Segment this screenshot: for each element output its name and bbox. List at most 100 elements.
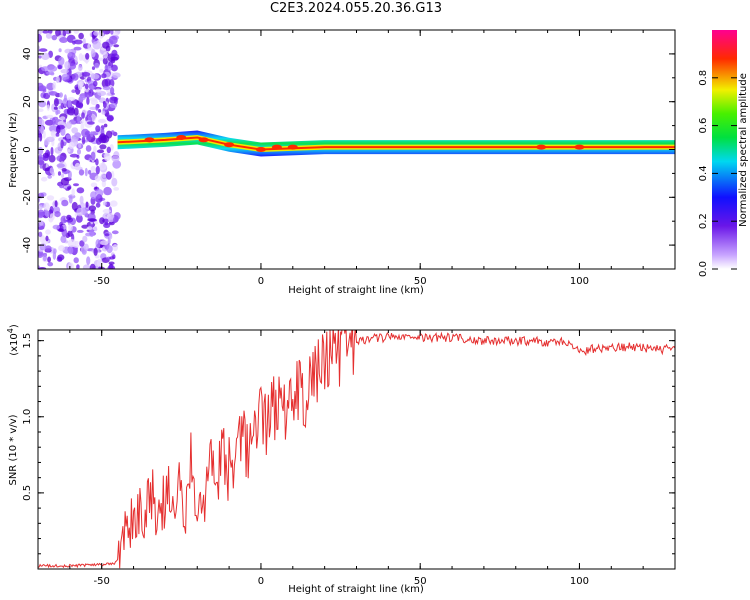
noise-mark	[95, 104, 99, 111]
noise-mark	[101, 73, 107, 79]
signal-peak	[255, 147, 266, 152]
noise-mark	[109, 234, 113, 240]
noise-mark	[74, 132, 82, 139]
noise-mark	[74, 55, 78, 64]
noise-mark	[56, 163, 65, 168]
noise-mark	[66, 107, 76, 116]
noise-mark	[108, 221, 115, 226]
spectrogram-panel: -50 0 50 100 -40 -20 0 20 40 Height of straight …	[8, 29, 676, 296]
x-tick-label: 0	[258, 576, 264, 587]
noise-mark	[71, 127, 79, 134]
x-tick-label: 100	[570, 576, 589, 587]
noise-mark	[81, 136, 86, 145]
noise-mark	[71, 188, 75, 196]
noise-mark	[113, 44, 120, 48]
noise-mark	[56, 109, 61, 115]
noise-mark	[67, 239, 77, 248]
noise-mark	[73, 107, 79, 116]
noise-mark	[90, 131, 94, 138]
noise-mark	[86, 226, 93, 231]
noise-mark	[86, 97, 90, 105]
noise-mark	[112, 159, 122, 169]
noise-mark	[73, 257, 79, 264]
noise-mark	[38, 231, 43, 237]
noise-mark	[67, 99, 72, 108]
noise-mark	[94, 221, 98, 225]
noise-mark	[52, 224, 60, 230]
noise-mark	[42, 30, 49, 34]
noise-mark	[111, 49, 118, 57]
noise-mark	[109, 200, 118, 207]
noise-mark	[110, 87, 115, 95]
noise-mark	[60, 139, 64, 149]
noise-mark	[38, 196, 41, 203]
noise-mark	[103, 102, 107, 109]
noise-mark	[46, 195, 55, 201]
noise-mark	[38, 204, 43, 210]
noise-mark	[85, 134, 92, 141]
noise-mark	[54, 200, 58, 208]
noise-mark	[101, 180, 107, 188]
colorbar-tick-label: 0.8	[698, 70, 709, 86]
noise-mark	[104, 64, 109, 71]
noise-mark	[54, 211, 61, 218]
noise-mark	[51, 171, 55, 177]
noise-mark	[89, 263, 96, 269]
noise-mark	[39, 243, 47, 251]
noise-mark	[58, 228, 64, 232]
y-tick-label: 1.0	[22, 409, 33, 425]
noise-mark	[38, 118, 45, 128]
noise-mark	[101, 110, 106, 115]
noise-mark	[107, 65, 112, 71]
noise-mark	[61, 168, 67, 172]
noise-mark	[103, 152, 111, 162]
noise-mark	[77, 81, 83, 91]
noise-mark	[79, 240, 85, 247]
y-tick-label: 0.5	[22, 485, 33, 501]
noise-mark	[95, 202, 101, 208]
noise-mark	[98, 162, 107, 171]
noise-mark	[90, 151, 96, 161]
noise-mark	[103, 222, 111, 228]
noise-mark	[43, 202, 50, 211]
signal-band	[117, 130, 675, 157]
noise-mark	[42, 254, 47, 262]
noise-mark	[84, 130, 91, 136]
noise-mark	[93, 80, 98, 87]
noise-mark	[87, 121, 95, 125]
noise-mark	[108, 35, 118, 45]
noise-mark	[91, 66, 96, 70]
noise-mark	[85, 201, 89, 208]
noise-mark	[94, 175, 101, 182]
noise-mark	[39, 163, 43, 169]
noise-mark	[95, 125, 101, 133]
noise-mark	[65, 30, 72, 35]
noise-mark	[96, 149, 105, 154]
noise-mark	[60, 177, 70, 186]
noise-mark	[67, 52, 73, 57]
noise-mark	[102, 57, 108, 65]
noise-mark	[82, 264, 91, 269]
y-tick-label: 0	[22, 146, 33, 152]
noise-mark	[38, 209, 45, 218]
signal-peak	[176, 135, 187, 140]
noise-mark	[113, 217, 116, 224]
noise-mark	[95, 239, 101, 248]
noise-mark	[55, 76, 60, 83]
noise-mark	[44, 245, 52, 252]
snr-y-axis-label: SNR (10 * v/v)	[8, 414, 19, 485]
y-tick-label: -20	[22, 189, 33, 205]
noise-mark	[78, 64, 83, 71]
noise-mark	[111, 72, 121, 78]
noise-mark	[61, 73, 70, 80]
noise-mark	[82, 235, 88, 243]
noise-mark	[50, 146, 54, 156]
noise-mark	[111, 230, 119, 235]
noise-mark	[99, 68, 104, 73]
noise-mark	[68, 195, 73, 204]
noise-mark	[45, 167, 50, 171]
noise-mark	[59, 92, 63, 98]
noise-mark	[105, 130, 113, 139]
noise-mark	[87, 218, 97, 222]
spectrogram-y-axis-label: Frequency (Hz)	[8, 112, 19, 188]
